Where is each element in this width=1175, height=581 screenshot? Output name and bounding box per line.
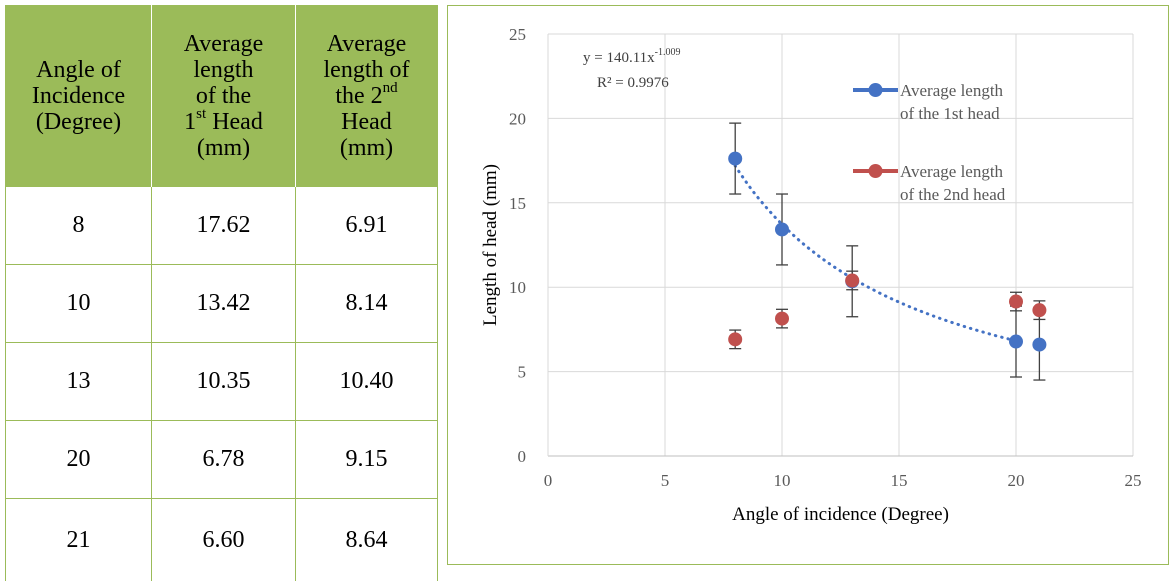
- table-cell-angle: 10: [6, 265, 152, 343]
- header-angle: Angle of Incidence (Degree): [6, 5, 152, 187]
- table-cell-second: 6.91: [296, 187, 438, 265]
- table-cell-second: 10.40: [296, 343, 438, 421]
- header-first-num: 1: [184, 109, 196, 135]
- header-angle-line-2: Incidence: [8, 83, 149, 109]
- x-tick-label: 5: [661, 471, 670, 490]
- y-tick-label: 15: [509, 194, 526, 213]
- table-cell-first: 10.35: [152, 343, 296, 421]
- table-cell-first: 13.42: [152, 265, 296, 343]
- data-point-s2: [728, 332, 742, 346]
- header-first-line-4: 1st Head: [154, 109, 293, 135]
- y-tick-label: 10: [509, 278, 526, 297]
- x-tick-label: 20: [1008, 471, 1025, 490]
- header-first-head: Average length of the 1st Head (mm): [152, 5, 296, 187]
- header-second-the: the 2: [335, 83, 382, 109]
- legend-marker-s1: [869, 83, 883, 97]
- header-first-head-word: Head: [206, 109, 263, 135]
- chart-legend: Average length of the 1st head Average len…: [853, 81, 1006, 204]
- table-cell-first: 17.62: [152, 187, 296, 265]
- data-table: Angle of Incidence (Degree) Average leng…: [5, 5, 438, 581]
- scatter-chart: 0 5 10 15 20 25 0 5 10 15 20 25 y = 140.11x-1.009 R…: [448, 6, 1168, 564]
- table-row: 10 13.42 8.14: [6, 265, 438, 343]
- x-tick-label: 15: [891, 471, 908, 490]
- header-first-unit: (mm): [154, 135, 293, 161]
- header-angle-line-1: Angle of: [8, 57, 149, 83]
- table-cell-angle: 20: [6, 421, 152, 499]
- data-point-s2: [1032, 303, 1046, 317]
- data-point-s2: [845, 273, 859, 287]
- table-cell-angle: 8: [6, 187, 152, 265]
- chart-axes: [548, 34, 1133, 456]
- x-axis-label: Angle of incidence (Degree): [732, 504, 949, 525]
- table-header-row: Angle of Incidence (Degree) Average leng…: [6, 5, 438, 187]
- table-cell-second: 9.15: [296, 421, 438, 499]
- data-point-s1: [1032, 338, 1046, 352]
- data-point-s1: [775, 222, 789, 236]
- header-first-line-3: of the: [154, 83, 293, 109]
- legend-marker-s2: [869, 164, 883, 178]
- data-point-s1: [1009, 335, 1023, 349]
- chart-tick-labels: 0 5 10 15 20 25 0 5 10 15 20 25: [509, 25, 1142, 490]
- y-tick-label: 25: [509, 25, 526, 44]
- header-first-line-2: length: [154, 57, 293, 83]
- table-cell-first: 6.78: [152, 421, 296, 499]
- header-second-head-word: Head: [298, 109, 435, 135]
- header-second-head: Average length of the 2nd Head (mm): [296, 5, 438, 187]
- header-first-line-1: Average: [154, 31, 293, 57]
- legend-label-s1: of the 1st head: [900, 104, 1000, 123]
- chart-gridlines: [548, 34, 1133, 456]
- table-row: 21 6.60 8.64: [6, 499, 438, 581]
- header-angle-line-3: (Degree): [8, 109, 149, 135]
- trendline-equation: y = 140.11x-1.009: [583, 47, 681, 66]
- table-cell-angle: 21: [6, 499, 152, 581]
- table-cell-first: 6.60: [152, 499, 296, 581]
- x-tick-label: 0: [544, 471, 553, 490]
- y-tick-label: 0: [518, 447, 527, 466]
- x-tick-label: 10: [774, 471, 791, 490]
- legend-label-s2: of the 2nd head: [900, 185, 1006, 204]
- y-axis-label: Length of head (mm): [480, 164, 501, 326]
- header-first-sup: st: [196, 106, 206, 122]
- data-point-s2: [775, 312, 789, 326]
- trendline-r-squared: R² = 0.9976: [597, 75, 669, 91]
- table-cell-angle: 13: [6, 343, 152, 421]
- legend-label-s2: Average length: [900, 162, 1004, 181]
- data-point-s2: [1009, 295, 1023, 309]
- y-tick-label: 5: [518, 363, 527, 382]
- data-table-container: Angle of Incidence (Degree) Average leng…: [5, 5, 437, 571]
- data-points-group: [728, 152, 1046, 352]
- legend-label-s1: Average length: [900, 81, 1004, 100]
- header-second-line-3: the 2nd: [298, 83, 435, 109]
- header-second-line-2: length of: [298, 57, 435, 83]
- header-second-sup: nd: [383, 80, 398, 96]
- table-cell-second: 8.64: [296, 499, 438, 581]
- data-point-s1: [728, 152, 742, 166]
- chart-frame: 0 5 10 15 20 25 0 5 10 15 20 25 y = 140.11x-1.009 R…: [447, 5, 1169, 565]
- table-cell-second: 8.14: [296, 265, 438, 343]
- header-second-line-1: Average: [298, 31, 435, 57]
- x-tick-label: 25: [1125, 471, 1142, 490]
- header-second-unit: (mm): [298, 135, 435, 161]
- y-tick-label: 20: [509, 109, 526, 128]
- table-row: 13 10.35 10.40: [6, 343, 438, 421]
- table-row: 20 6.78 9.15: [6, 421, 438, 499]
- table-row: 8 17.62 6.91: [6, 187, 438, 265]
